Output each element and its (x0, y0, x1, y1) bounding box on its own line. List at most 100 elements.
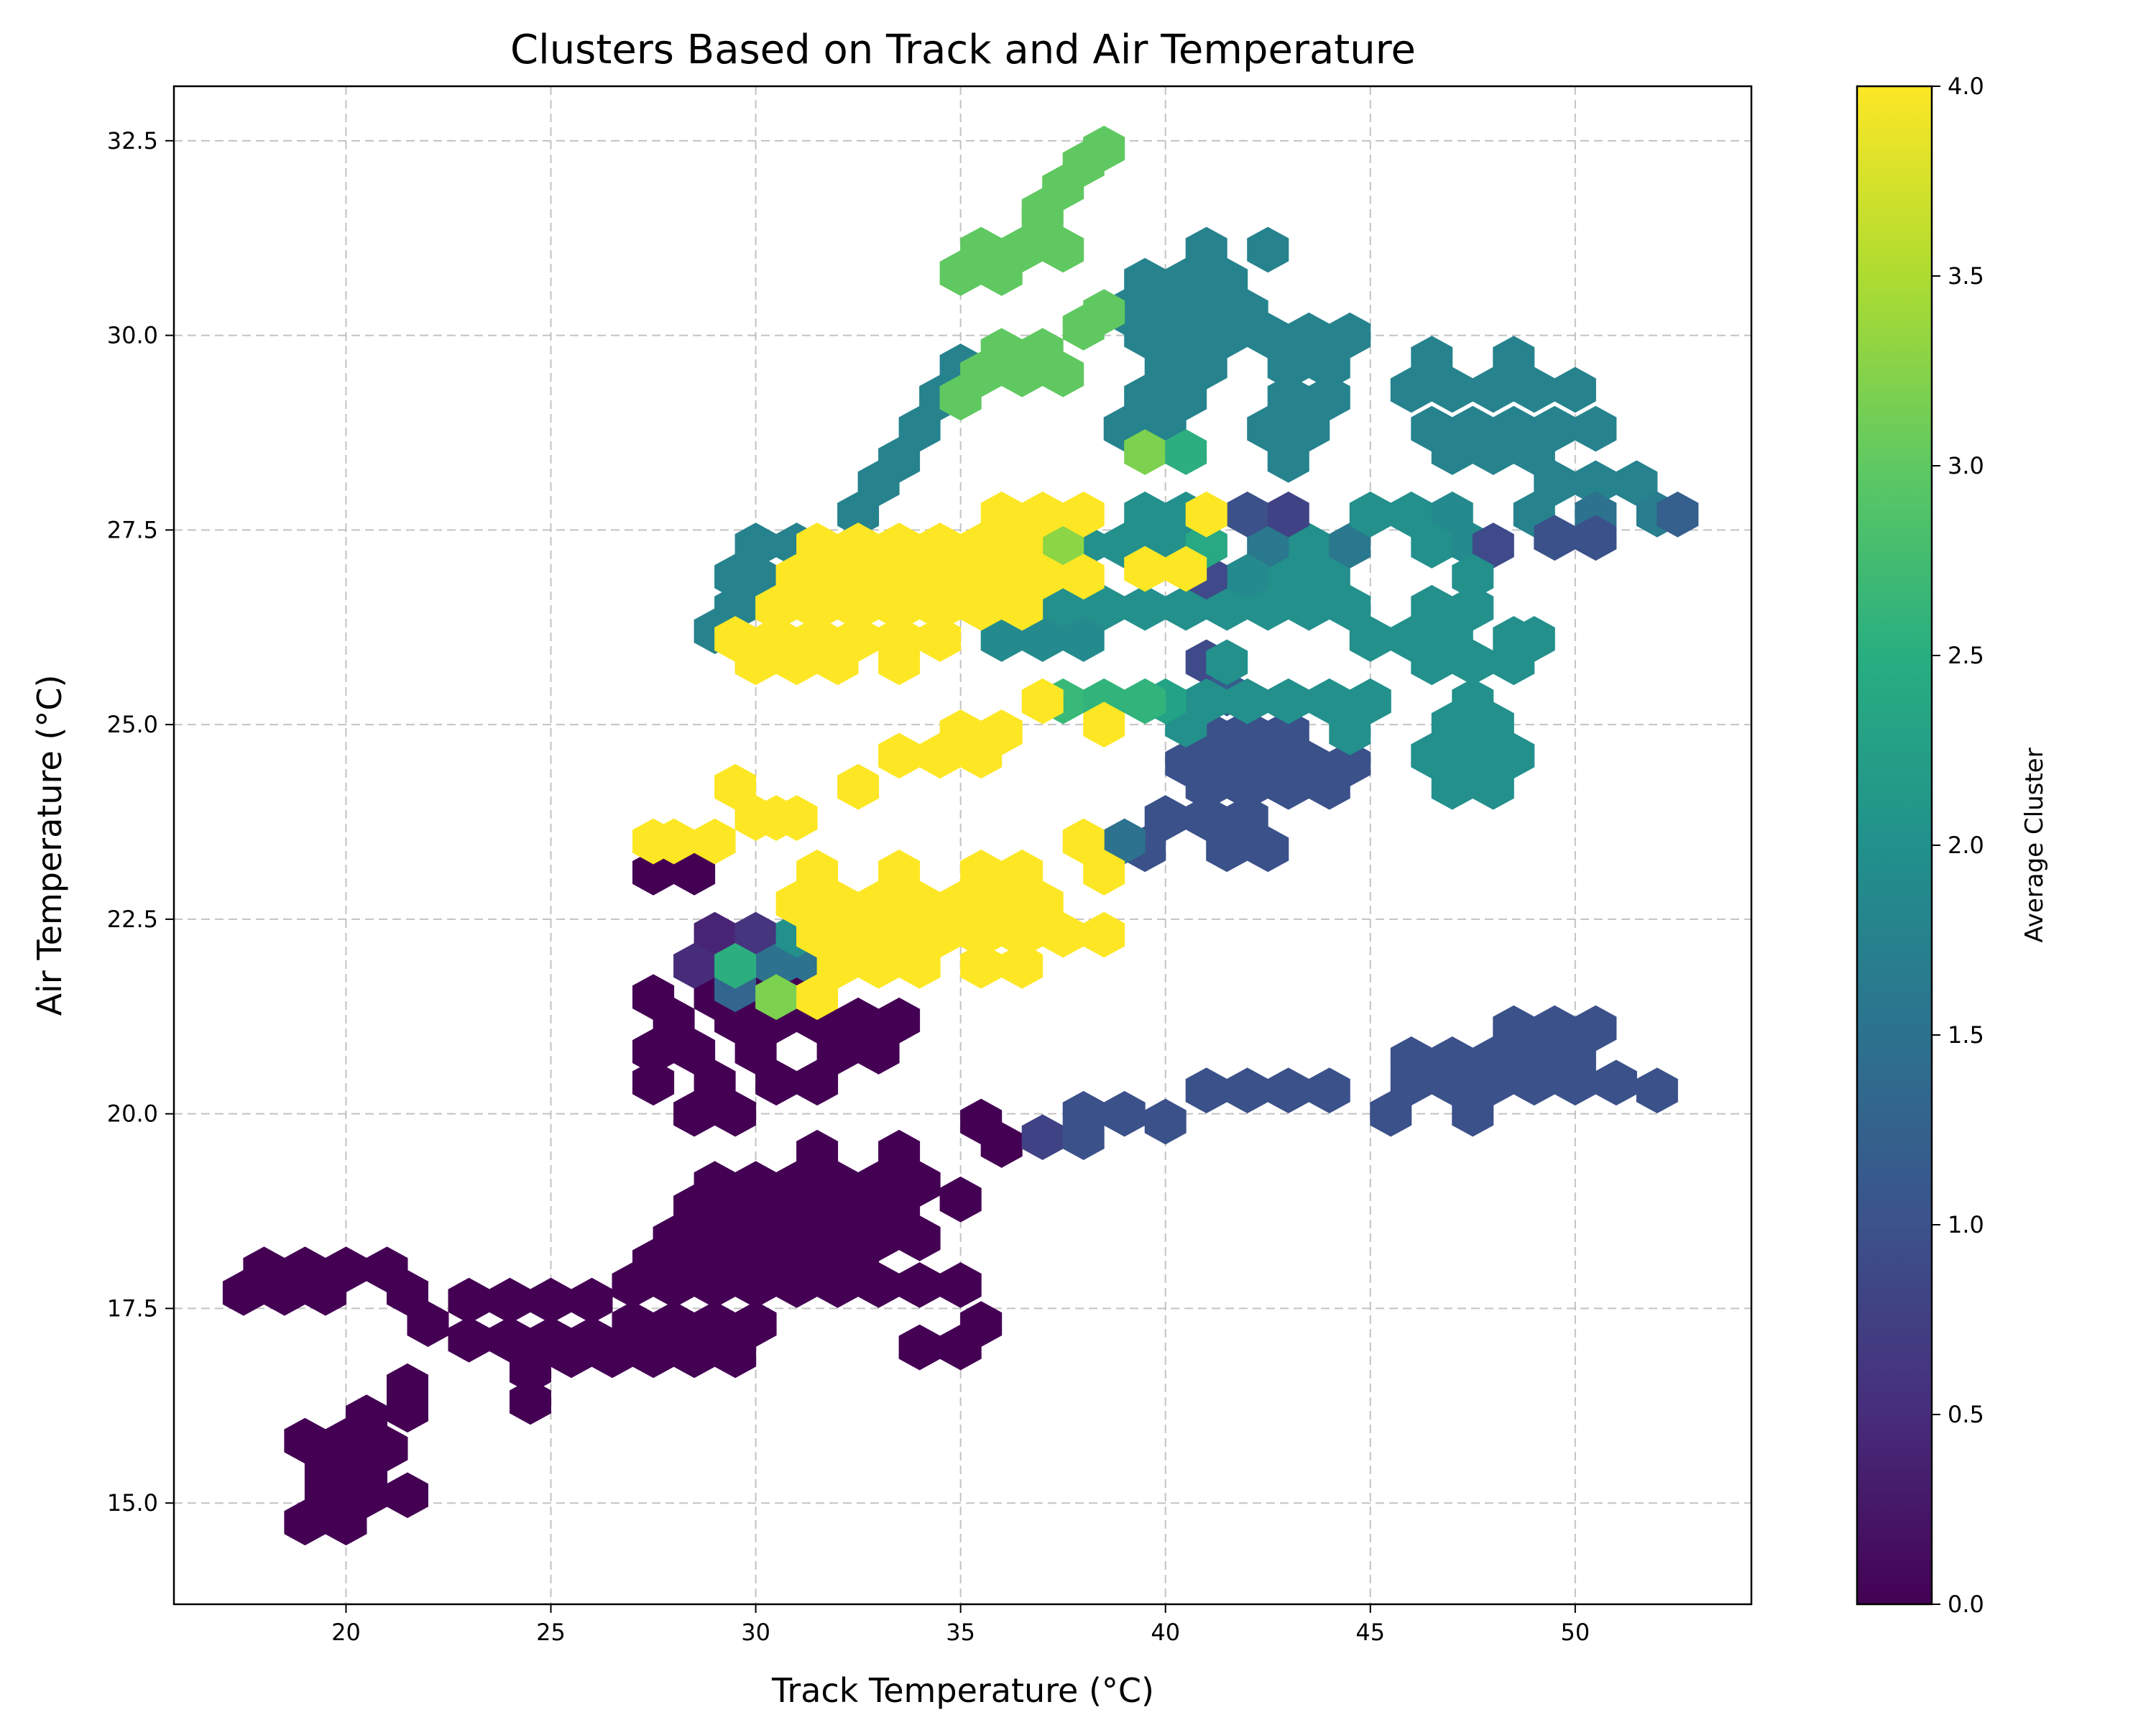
hexbin-cell (898, 1324, 941, 1371)
colorbar-label: Average Cluster (2020, 748, 2049, 942)
x-tick-label: 30 (741, 1619, 770, 1646)
hexbin-cell (1247, 826, 1289, 873)
hexbin-cell (1021, 188, 1064, 234)
hexbin-cell (1267, 709, 1309, 755)
hexbin-cell (1575, 405, 1617, 452)
hexbin-cell (1329, 740, 1371, 787)
colorbar-tick-label: 1.5 (1948, 1021, 1984, 1049)
hexbin-cell (571, 1277, 613, 1324)
hexbin-cell (1452, 584, 1494, 631)
hexbin-cell (1329, 312, 1371, 359)
x-axis-title: Track Temperature (°C) (771, 1671, 1154, 1710)
hexbin-cell (1083, 289, 1125, 335)
hexbin-cell (1062, 491, 1105, 538)
colorbar-tick-label: 2.5 (1948, 642, 1984, 669)
hexbin-cell (1267, 678, 1309, 724)
hexbin-cell (1124, 678, 1166, 724)
hexbin-cell (632, 974, 675, 1021)
hexbin-cell (387, 1472, 428, 1519)
x-tick-label: 20 (331, 1619, 361, 1646)
hexbin-cell (878, 732, 921, 779)
hexbin-cell (714, 616, 757, 662)
y-tick-label: 20.0 (107, 1100, 158, 1128)
hexbin-cell (1267, 1067, 1309, 1113)
y-tick-label: 17.5 (107, 1294, 158, 1322)
hexbin-cell (448, 1316, 490, 1363)
hexbin-cell (1185, 1067, 1227, 1113)
hexbin-cell (1185, 226, 1227, 273)
hexbin-cell (878, 997, 921, 1044)
hexbin-cell (1267, 437, 1309, 483)
hexbin-cell (1042, 226, 1084, 273)
colorbar-tick-label: 3.5 (1948, 262, 1984, 290)
hexbin-cell (1083, 911, 1125, 958)
hexbin-cell (1595, 1059, 1637, 1106)
x-tick-label: 45 (1355, 1619, 1385, 1646)
hexbin-cell (755, 795, 798, 841)
hexbin-cell (1452, 553, 1494, 600)
hexbin-cell (489, 1277, 531, 1324)
y-tick-label: 22.5 (107, 906, 158, 933)
hexbin-cell (1165, 429, 1207, 475)
y-axis-title: Air Temperature (°C) (30, 675, 69, 1016)
plot-frame (172, 85, 1753, 1606)
hexbin-cell (878, 850, 921, 896)
hexbin-cell (1452, 1090, 1494, 1137)
y-axis-ticks: 15.0 17.5 20.0 22.5 25.0 27.5 30.0 32.5 (107, 127, 174, 1517)
hexbin-cell (714, 553, 757, 600)
hexbin-cell (1636, 1067, 1678, 1113)
hexbin-cell (878, 1129, 921, 1176)
colorbar-tick-label: 1.0 (1948, 1211, 1984, 1238)
hexbin-cell (960, 943, 1003, 989)
hexbin-cell (387, 1363, 428, 1409)
hexbin-cell (898, 943, 941, 989)
x-tick-label: 50 (1560, 1619, 1590, 1646)
hexbin-cell (1062, 553, 1105, 600)
hexbin-cell (919, 616, 962, 662)
colorbar-tick-label: 0.5 (1948, 1401, 1984, 1428)
hexbin-cell (1083, 850, 1125, 896)
hexbin-cell (1001, 943, 1044, 989)
hexbin-cell (1021, 1114, 1064, 1160)
hexbin-cell (632, 818, 675, 865)
hexbin-cell (898, 1262, 941, 1308)
hexbin-cell (1103, 1090, 1146, 1137)
hexbin-cell (1657, 491, 1699, 538)
hexbin-cell (1165, 546, 1207, 592)
hexbin-cell (1267, 491, 1309, 538)
hexbin-cell (1575, 1005, 1617, 1052)
hexbin-cell (714, 943, 757, 989)
hexbin-cell (1001, 850, 1044, 896)
x-tick-label: 40 (1151, 1619, 1180, 1646)
hexbin-cell (796, 1129, 839, 1176)
hexbin-cell (1329, 709, 1371, 755)
colorbar-tick-label: 2.0 (1948, 832, 1984, 859)
hexbin-cell (407, 1301, 449, 1347)
hexbin-cell (1247, 226, 1289, 273)
hexbin-cell (1472, 763, 1514, 810)
hexbin-cell (510, 1379, 551, 1425)
x-tick-label: 35 (946, 1619, 975, 1646)
hexbin-cell (1083, 702, 1125, 748)
y-tick-label: 32.5 (107, 127, 158, 155)
hexbin-cell (1124, 584, 1166, 631)
hexbin-cell (837, 763, 880, 810)
hexbin-cells (222, 125, 1699, 1546)
hexbin-cell (632, 1059, 675, 1106)
hexbin-cell (1554, 367, 1596, 413)
hexbin-cell (796, 974, 839, 1021)
hexbin-cell (1575, 515, 1617, 561)
colorbar (1856, 85, 1933, 1606)
hexbin-cell (1062, 616, 1105, 662)
y-tick-label: 15.0 (107, 1489, 158, 1517)
y-tick-label: 25.0 (107, 711, 158, 738)
colorbar-tick-label: 0.0 (1948, 1591, 1984, 1618)
hexbin-cell (1513, 616, 1555, 662)
colorbar-tick-label: 4.0 (1948, 73, 1984, 100)
hexbin-cell (939, 1176, 982, 1223)
x-axis-ticks: 20 25 30 35 40 45 50 (331, 1604, 1590, 1646)
hexbin-cell (1083, 125, 1125, 172)
colorbar-tick-label: 3.0 (1948, 452, 1984, 479)
hexbin-cell (1042, 351, 1084, 397)
